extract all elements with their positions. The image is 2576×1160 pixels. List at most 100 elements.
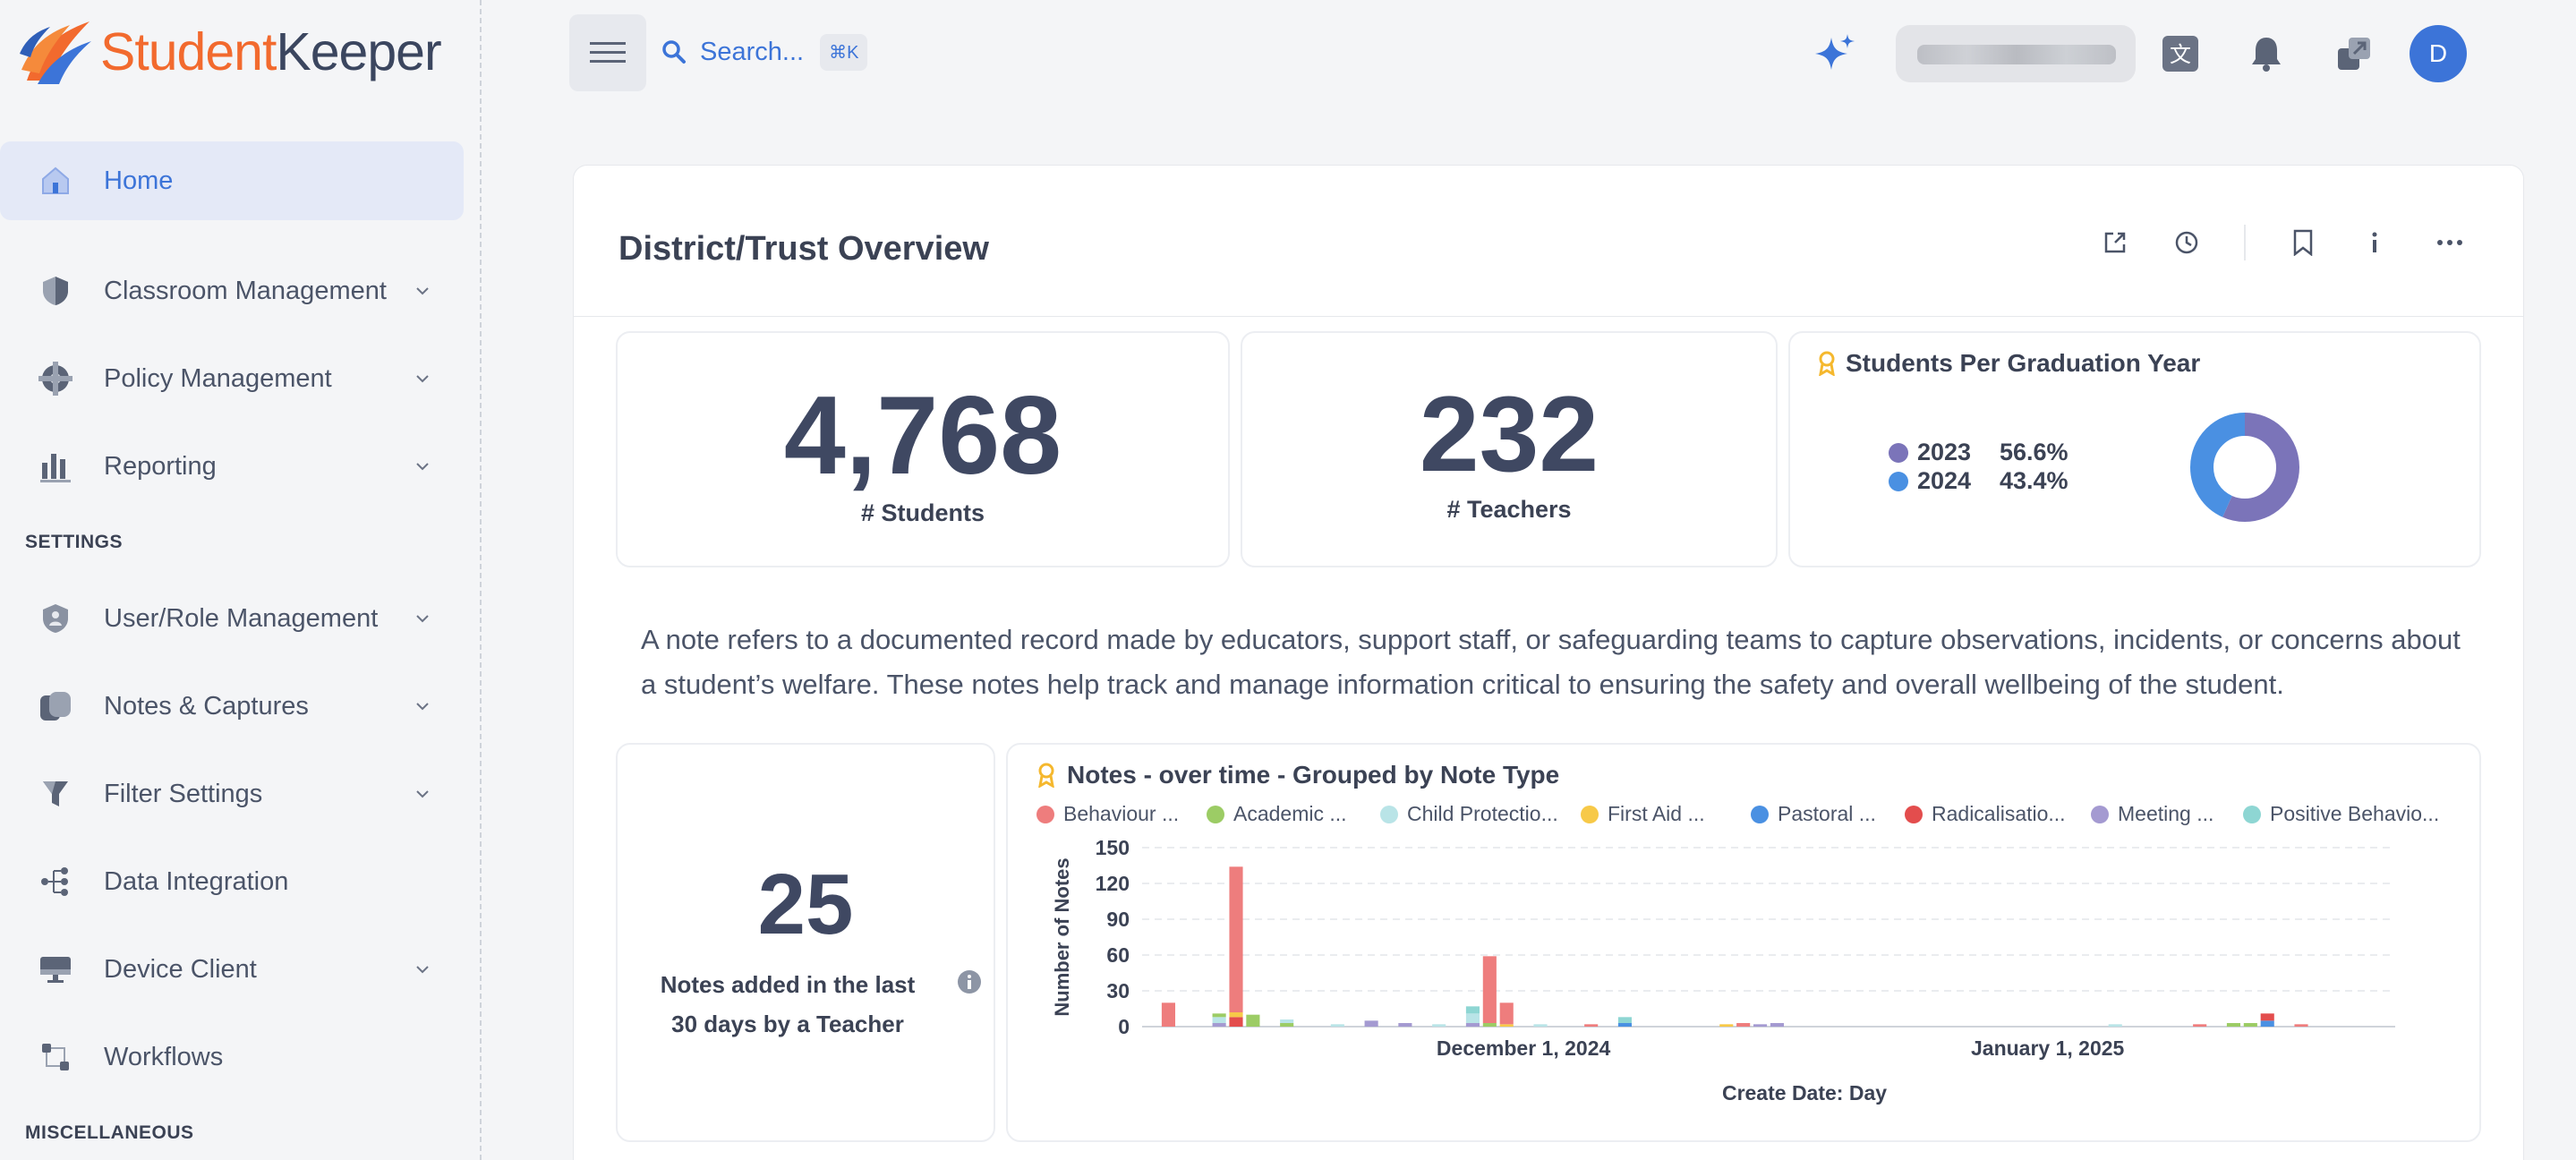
bar-segment[interactable]: [1212, 1023, 1226, 1027]
external-app-button[interactable]: [2334, 20, 2374, 88]
bar-segment[interactable]: [1753, 1024, 1768, 1027]
notes-over-time-card: Notes - over time - Grouped by Note Type…: [1006, 743, 2481, 1142]
bar-segment[interactable]: [1736, 1023, 1751, 1027]
bar-segment[interactable]: [1617, 1017, 1632, 1023]
chevron-down-icon: [416, 615, 429, 623]
y-axis-label: Number of Notes: [1051, 857, 1073, 1016]
search-input[interactable]: Search... ⌘K: [661, 25, 868, 79]
bar-segment[interactable]: [1465, 1006, 1480, 1014]
legend-item[interactable]: Meeting ...: [2091, 802, 2213, 826]
bar-segment[interactable]: [1499, 1024, 1514, 1027]
info-button[interactable]: [2355, 223, 2394, 262]
bar-segment[interactable]: [1280, 1019, 1294, 1023]
legend-item[interactable]: Behaviour ...: [1036, 802, 1179, 826]
bar-segment[interactable]: [1229, 1017, 1243, 1027]
bookmark-icon: [2293, 229, 2313, 256]
sidebar-item-user-role-management[interactable]: User/Role Management: [0, 579, 464, 658]
legend-item[interactable]: First Aid ...: [1581, 802, 1705, 826]
bar-segment[interactable]: [1482, 956, 1497, 1023]
open-window-icon: [2338, 38, 2370, 70]
bar-segment[interactable]: [2226, 1023, 2240, 1027]
bar-segment[interactable]: [1280, 1023, 1294, 1027]
bar-segment[interactable]: [1719, 1024, 1734, 1027]
bar-segment[interactable]: [1398, 1023, 1412, 1027]
sidebar-item-reporting[interactable]: Reporting: [0, 427, 464, 506]
sidebar-item-filter-settings[interactable]: Filter Settings: [0, 755, 464, 833]
bar-segment[interactable]: [1770, 1023, 1784, 1027]
sidebar-item-label: Data Integration: [104, 866, 289, 896]
legend-label: Pastoral ...: [1778, 802, 1876, 825]
bar-segment[interactable]: [2260, 1013, 2274, 1021]
sidebar-item-label: Reporting: [104, 451, 217, 481]
chevron-down-icon: [416, 287, 429, 295]
sidebar-item-home[interactable]: Home: [0, 141, 464, 220]
grad-year-label: 2023: [1917, 439, 1972, 465]
legend-item[interactable]: Radicalisatio...: [1905, 802, 2066, 826]
bar-segment[interactable]: [1465, 1023, 1480, 1027]
home-icon: [38, 163, 73, 199]
bar-segment[interactable]: [1465, 1013, 1480, 1023]
bar-segment[interactable]: [2294, 1024, 2308, 1027]
grad-year-row: 2023 56.6%: [1889, 439, 2068, 466]
bar-segment[interactable]: [1533, 1024, 1548, 1027]
bar-segment[interactable]: [1499, 1002, 1514, 1025]
open-external-button[interactable]: [2095, 223, 2135, 262]
bar-segment[interactable]: [1212, 1013, 1226, 1018]
graduation-year-card: Students Per Graduation Year 2023 56.6% …: [1788, 331, 2481, 567]
sidebar-item-label: Home: [104, 166, 174, 195]
bar-segment[interactable]: [2193, 1024, 2207, 1027]
more-options-button[interactable]: [2430, 223, 2469, 262]
bar-segment[interactable]: [1212, 1017, 1226, 1023]
y-tick-label: 0: [1118, 1015, 1130, 1038]
students-count-card: 4,768 # Students: [616, 331, 1230, 567]
device-icon: [38, 951, 73, 987]
sidebar-item-device-client[interactable]: Device Client: [0, 930, 464, 1009]
info-circle-icon[interactable]: [956, 968, 983, 995]
bar-segment[interactable]: [1584, 1024, 1599, 1027]
grad-year-percent: 43.4%: [2000, 467, 2068, 494]
students-count-value: 4,768: [783, 374, 1062, 498]
brand-logo[interactable]: StudentKeeper: [18, 16, 442, 88]
bar-segment[interactable]: [1161, 1002, 1175, 1027]
organization-selector[interactable]: [1896, 25, 2136, 82]
bar-segment[interactable]: [2243, 1023, 2257, 1027]
bar-segment[interactable]: [1617, 1023, 1632, 1027]
donut-slice-2024[interactable]: [2190, 413, 2299, 522]
bar-segment[interactable]: [1364, 1020, 1378, 1027]
students-count-label: # Students: [860, 499, 985, 526]
user-avatar[interactable]: D: [2410, 25, 2467, 82]
chevron-down-icon: [416, 375, 429, 383]
recent-notes-card: 25 Notes added in the last 30 days by a …: [616, 743, 995, 1142]
legend-item[interactable]: Child Protectio...: [1380, 802, 1558, 826]
ai-assistant-button[interactable]: [1812, 20, 1858, 88]
legend-item[interactable]: Academic ...: [1207, 802, 1347, 826]
bar-segment[interactable]: [1330, 1024, 1344, 1027]
history-button[interactable]: [2167, 223, 2206, 262]
sidebar-item-label: Policy Management: [104, 363, 332, 393]
sidebar-item-data-integration[interactable]: Data Integration: [0, 842, 464, 921]
recent-notes-value: 25: [757, 857, 854, 952]
bar-segment[interactable]: [1432, 1024, 1446, 1027]
menu-toggle-button[interactable]: [569, 14, 646, 91]
sidebar-item-notes-captures[interactable]: Notes & Captures: [0, 667, 464, 746]
sidebar-item-policy-management[interactable]: Policy Management: [0, 339, 464, 418]
notifications-button[interactable]: [2247, 20, 2286, 88]
bar-segment[interactable]: [1246, 1014, 1260, 1027]
legend-item[interactable]: Pastoral ...: [1751, 802, 1876, 826]
sidebar-item-classroom-management[interactable]: Classroom Management: [0, 252, 464, 330]
bar-segment[interactable]: [1482, 1023, 1497, 1027]
bar-segment[interactable]: [1229, 1012, 1243, 1018]
bar-segment[interactable]: [1229, 866, 1243, 1012]
bookmark-button[interactable]: [2283, 223, 2323, 262]
sidebar-item-workflows[interactable]: Workflows: [0, 1018, 464, 1096]
bar-segment[interactable]: [2108, 1024, 2122, 1027]
y-tick-label: 150: [1096, 836, 1130, 859]
recent-notes-label: Notes added in the last 30 days by a Tea…: [660, 971, 916, 1037]
language-button[interactable]: 文: [2161, 20, 2200, 88]
bar-segment[interactable]: [2260, 1020, 2274, 1027]
clock-icon: [2175, 231, 2198, 254]
sparkle-icon: [1815, 34, 1855, 70]
svg-text:文: 文: [2170, 42, 2191, 67]
legend-label: Child Protectio...: [1407, 802, 1558, 825]
legend-item[interactable]: Positive Behavio...: [2243, 802, 2439, 826]
